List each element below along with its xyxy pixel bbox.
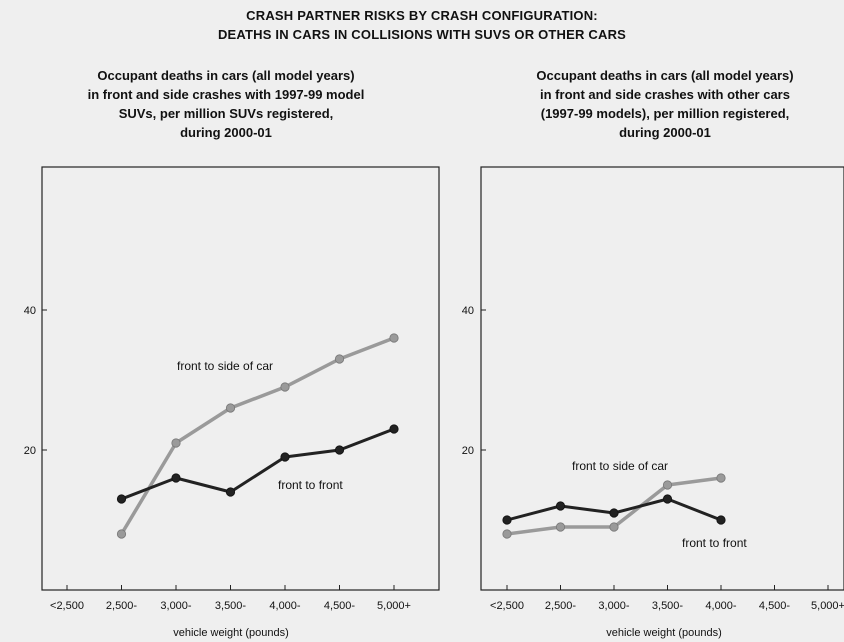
left-chart-title-line-3: SUVs, per million SUVs registered, xyxy=(118,106,334,121)
left-series-label-front-to-side: front to side of car xyxy=(177,359,273,373)
left-plot-frame xyxy=(41,166,440,591)
right-point-front-to-front xyxy=(502,515,512,525)
right-point-front-to-front xyxy=(609,508,619,518)
left-chart-title-line-1: Occupant deaths in cars (all model years… xyxy=(97,68,355,83)
left-series-line-front-to-front xyxy=(120,427,395,501)
left-y-tick-label: 40 xyxy=(24,305,36,317)
left-x-tick-label: 3,000- xyxy=(160,600,192,612)
right-chart-title-line-2: in front and side crashes with other car… xyxy=(540,87,790,102)
right-point-front-to-side xyxy=(555,522,566,532)
left-x-tick-label: 3,500- xyxy=(215,600,247,612)
left-point-front-to-front xyxy=(389,424,399,434)
right-x-tick-label: 3,000- xyxy=(598,600,630,612)
right-chart-title-line-4: during 2000-01 xyxy=(619,125,711,140)
right-point-front-to-side xyxy=(502,529,512,539)
right-point-front-to-side xyxy=(716,473,726,483)
left-series-label-front-to-front: front to front xyxy=(278,478,343,492)
left-point-front-to-front xyxy=(334,445,345,455)
left-y-tick-label: 20 xyxy=(24,445,36,457)
right-x-tick-label: 2,500- xyxy=(545,600,577,612)
left-x-axis-title: vehicle weight (pounds) xyxy=(173,627,289,639)
right-y-tick-label: 40 xyxy=(462,305,474,317)
left-series-line-front-to-side xyxy=(119,336,395,535)
right-plot-frame xyxy=(480,166,844,591)
left-x-tick-label: 4,500- xyxy=(324,600,356,612)
right-x-tick-label: 3,500- xyxy=(652,600,684,612)
right-series-label-front-to-side: front to side of car xyxy=(572,459,668,473)
left-point-front-to-side xyxy=(334,354,345,364)
right-chart-title-line-1: Occupant deaths in cars (all model years… xyxy=(536,68,794,83)
left-chart-title-line-2: in front and side crashes with 1997-99 m… xyxy=(87,87,365,102)
left-x-tick-label: 5,000+ xyxy=(377,600,411,612)
left-chart-title: Occupant deaths in cars (all model years… xyxy=(36,66,416,142)
left-chart-title-line-4: during 2000-01 xyxy=(180,125,272,140)
left-point-front-to-front xyxy=(171,473,181,483)
left-x-tick-label: 4,000- xyxy=(269,600,301,612)
left-point-front-to-side xyxy=(280,382,290,392)
right-x-tick-label: <2,500 xyxy=(490,600,524,612)
left-point-front-to-side xyxy=(225,403,236,413)
left-x-tick-label: <2,500 xyxy=(50,600,84,612)
left-point-front-to-side xyxy=(171,438,181,448)
right-x-tick-label: 5,000+ xyxy=(811,600,844,612)
right-point-front-to-front xyxy=(662,494,673,504)
main-title-line-1: CRASH PARTNER RISKS BY CRASH CONFIGURATI… xyxy=(246,8,598,23)
right-chart-title-line-3: (1997-99 models), per million registered… xyxy=(540,106,790,121)
right-point-front-to-front xyxy=(555,501,566,511)
right-x-tick-label: 4,000- xyxy=(705,600,737,612)
left-x-tick-label: 2,500- xyxy=(106,600,138,612)
left-point-front-to-front xyxy=(225,487,236,497)
right-x-tick-label: 4,500- xyxy=(759,600,791,612)
main-title-line-2: DEATHS IN CARS IN COLLISIONS WITH SUVS O… xyxy=(217,27,627,42)
right-point-front-to-side xyxy=(609,522,619,532)
right-y-tick-label: 20 xyxy=(462,445,474,457)
left-point-front-to-side xyxy=(389,333,399,343)
left-point-front-to-front xyxy=(280,452,290,462)
right-chart-title: Occupant deaths in cars (all model years… xyxy=(475,66,844,142)
left-point-front-to-front xyxy=(116,494,127,504)
right-series-label-front-to-front: front to front xyxy=(682,536,747,550)
left-point-front-to-side xyxy=(116,529,127,539)
main-title: CRASH PARTNER RISKS BY CRASH CONFIGURATI… xyxy=(0,6,844,44)
right-point-front-to-side xyxy=(662,480,673,490)
right-x-axis-title: vehicle weight (pounds) xyxy=(606,627,722,639)
right-point-front-to-front xyxy=(716,515,726,525)
